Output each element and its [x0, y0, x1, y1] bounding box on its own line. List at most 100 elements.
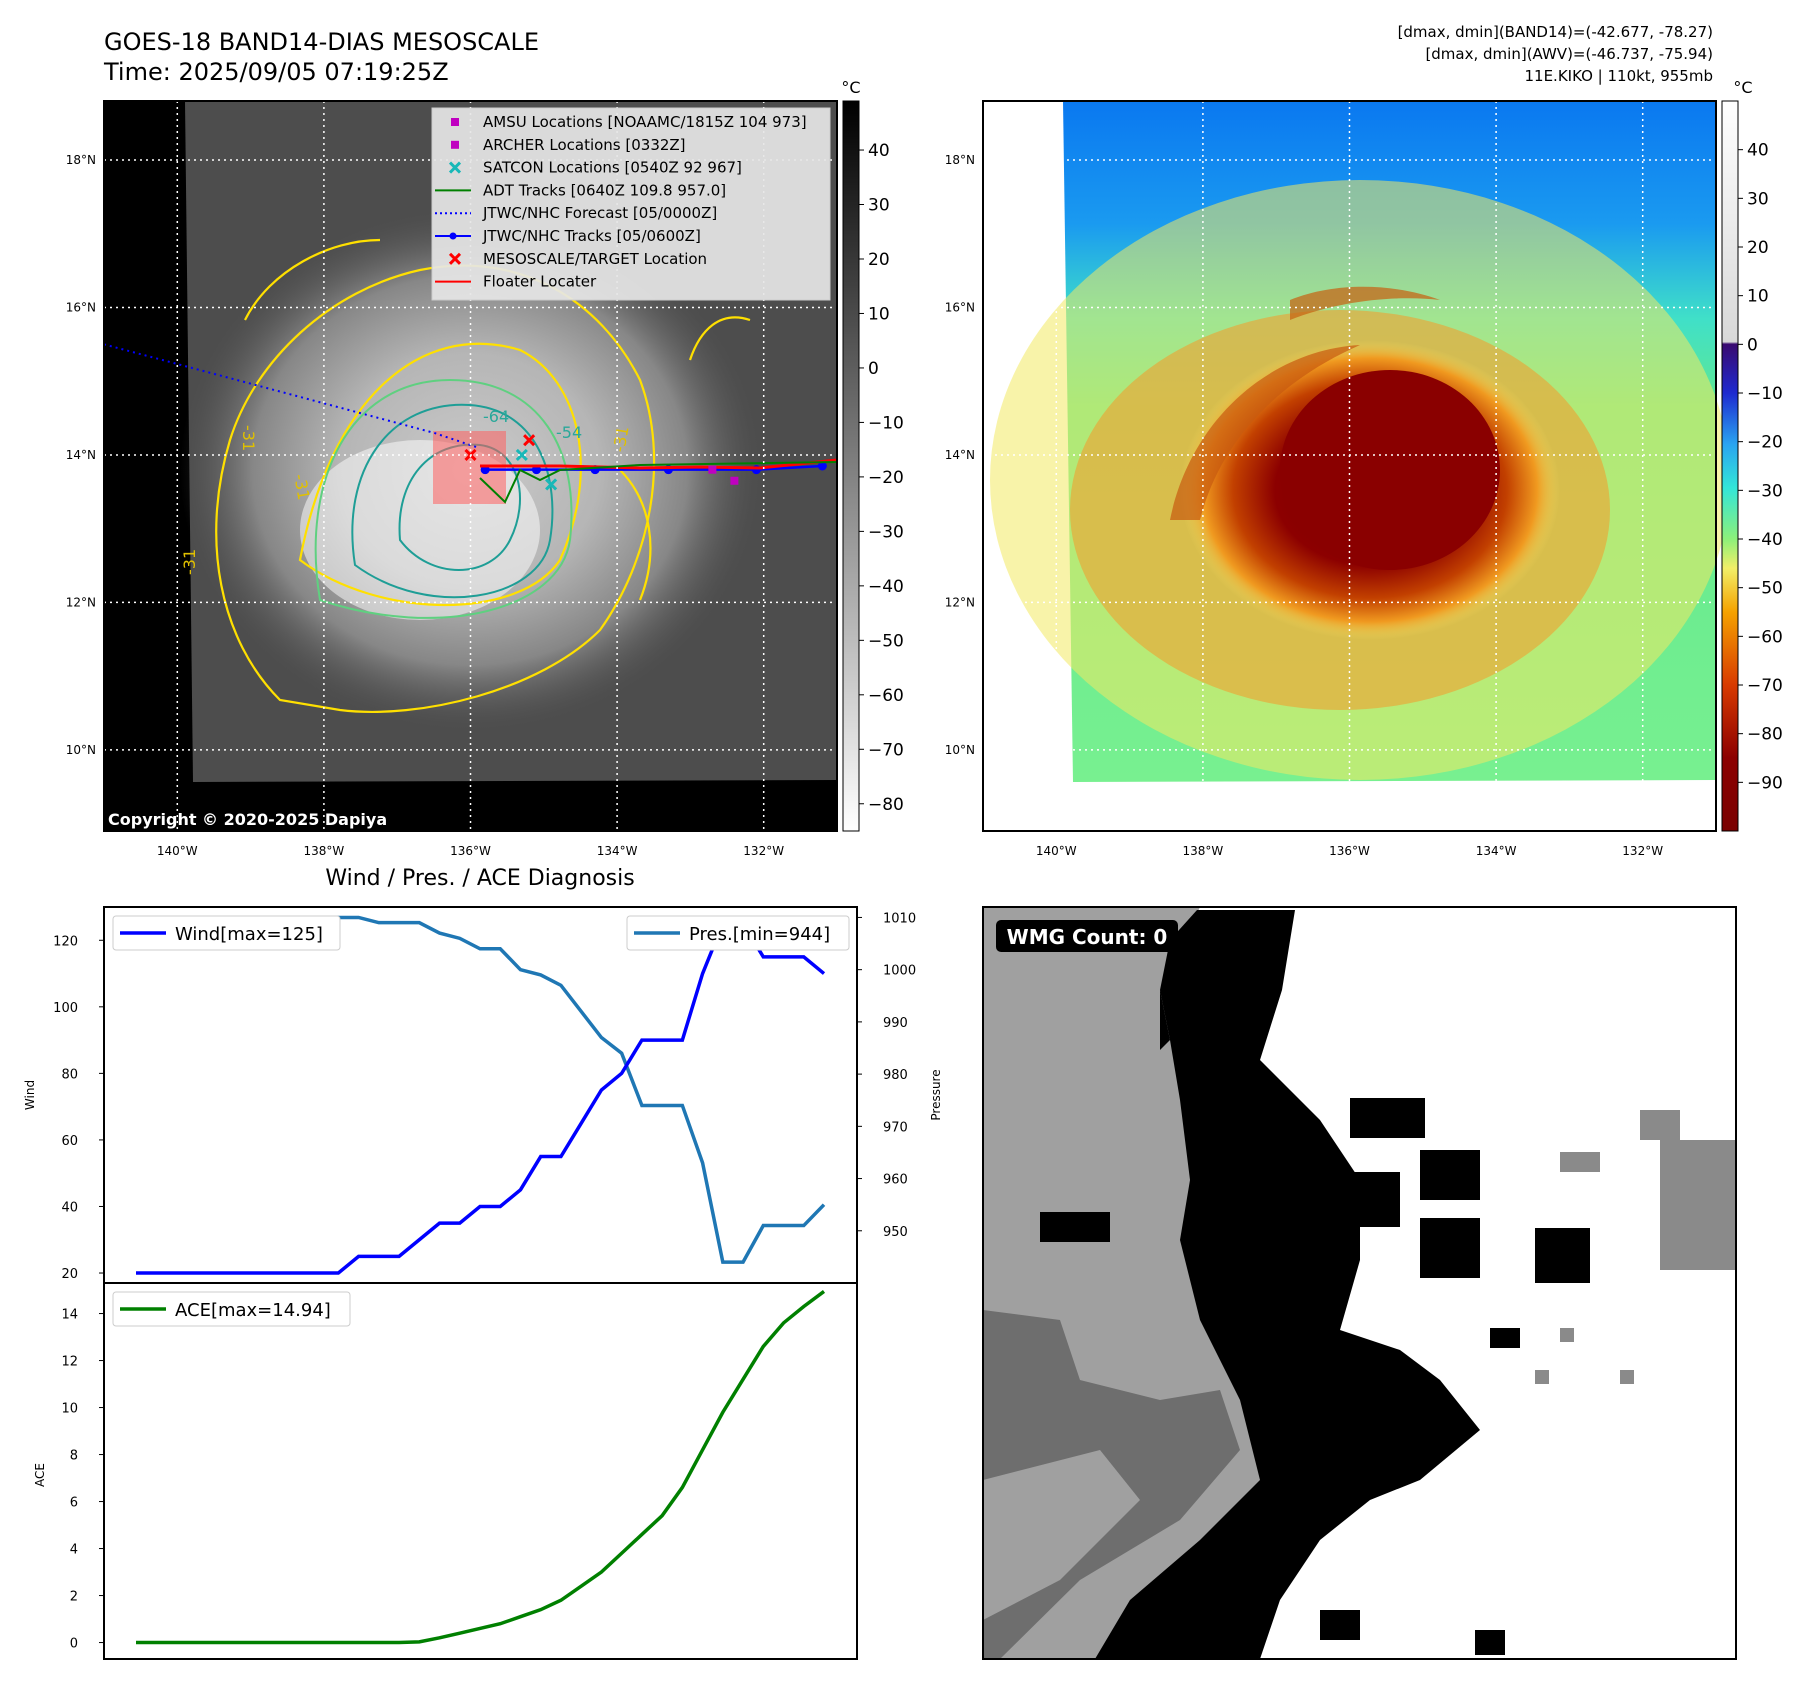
stats-line-1: [dmax, dmin](BAND14)=(-42.677, -78.27) — [1398, 23, 1713, 41]
stats-line-2: [dmax, dmin](AWV)=(-46.737, -75.94) — [1425, 45, 1713, 63]
amsu-marker — [708, 465, 717, 474]
amsu-marker — [730, 476, 739, 485]
contour-label: -31 — [290, 472, 313, 501]
ace-ytick-label: 14 — [61, 1308, 78, 1323]
right-colorbar: °C 40 30 20 10 0 −10 −20 −30 −40 −50 −60 −70 −80 −90 — [1721, 78, 1783, 832]
colorbar-tick-label: −30 — [1747, 481, 1783, 501]
lon-tick-label: 136°W — [1329, 844, 1370, 858]
lon-tick-label: 140°W — [1036, 844, 1077, 858]
wind-legend: Wind[max=125] — [112, 915, 341, 951]
wind-ytick-label: 40 — [61, 1200, 78, 1215]
colorbar-tick-label: −10 — [868, 413, 904, 433]
colorbar-tick-label: 20 — [868, 250, 890, 270]
ace-ytick-label: 8 — [70, 1449, 78, 1464]
legend-label: JTWC/NHC Forecast [05/0000Z] — [482, 204, 717, 222]
wind-ylabel: Wind — [23, 1080, 37, 1110]
colorbar-tick-label: 30 — [868, 196, 890, 216]
ace-ytick-label: 0 — [70, 1637, 78, 1652]
contour-label: -31 — [239, 425, 258, 451]
ace-ytick-label: 2 — [70, 1590, 78, 1605]
lon-tick-label: 136°W — [450, 844, 491, 858]
colorbar-tick-label: 20 — [1747, 238, 1769, 258]
satcon-markers — [515, 448, 558, 491]
lat-tick-label: 16°N — [66, 300, 96, 314]
ace-legend: ACE[max=14.94] — [112, 1291, 351, 1327]
pressure-ytick-label: 1010 — [883, 911, 916, 926]
pressure-ytick-label: 950 — [883, 1225, 908, 1240]
lat-tick-label: 10°N — [66, 743, 96, 757]
legend-label: JTWC/NHC Tracks [05/0600Z] — [482, 227, 701, 245]
legend-swatch — [451, 118, 459, 126]
stats-line-3: 11E.KIKO | 110kt, 955mb — [1524, 67, 1713, 85]
pressure-ytick-label: 970 — [883, 1120, 908, 1135]
ace-ytick-label: 4 — [70, 1543, 78, 1558]
colorbar-tick-label: −50 — [1747, 579, 1783, 599]
ace-series-line — [136, 1290, 826, 1645]
pressure-ytick-label: 990 — [883, 1016, 908, 1031]
left-colorbar: °C 40 30 20 10 0 −10 −20 −30 −40 −50 −60 −70 −80 — [841, 78, 904, 832]
legend-label: ARCHER Locations [0332Z] — [483, 136, 686, 154]
colorbar-tick-label: −70 — [868, 740, 904, 760]
legend-entry: Floater Locater — [435, 273, 597, 291]
wmg-count-label: WMG Count: 0 — [1007, 925, 1168, 949]
colorbar-tick-label: 30 — [1747, 189, 1769, 209]
adt-track — [479, 461, 838, 504]
lat-tick-label: 10°N — [945, 743, 975, 757]
wind-legend-label: Wind[max=125] — [175, 924, 323, 945]
legend-entry: SATCON Locations [0540Z 92 967] — [448, 159, 742, 177]
target-marker — [523, 434, 536, 447]
lon-tick-label: 132°W — [1622, 844, 1663, 858]
colorbar-tick-label: 0 — [1747, 335, 1758, 355]
pressure-ytick-label: 1000 — [883, 964, 916, 979]
left-map-panel: -64 -54 -31 -31 -31 -31 AMSU Locations [… — [66, 100, 838, 858]
colorbar-tick-label: 10 — [1747, 287, 1769, 307]
wind-ytick-label: 60 — [61, 1134, 78, 1149]
wind-ytick-label: 80 — [61, 1067, 78, 1082]
legend-swatch-dot — [449, 232, 457, 240]
legend-label: SATCON Locations [0540Z 92 967] — [483, 159, 742, 177]
ace-ylabel: ACE — [33, 1463, 47, 1487]
ace-ytick-label: 6 — [70, 1496, 78, 1511]
pressure-legend: Pres.[min=944] — [626, 915, 850, 951]
legend-entry: MESOSCALE/TARGET Location — [448, 250, 707, 268]
colorbar-tick-label: −70 — [1747, 676, 1783, 696]
wind-series-line — [136, 921, 826, 1275]
ace-chart: ACE 0 2 4 6 8 10 12 14 ACE[max=14.94] — [33, 1282, 858, 1660]
lat-tick-label: 12°N — [945, 595, 975, 609]
colorbar-tick-label: −60 — [868, 686, 904, 706]
satcon-marker — [545, 478, 558, 491]
lat-tick-label: 16°N — [945, 300, 975, 314]
right-colorbar-unit: °C — [1733, 78, 1752, 97]
colorbar-tick-label: −50 — [868, 631, 904, 651]
lat-tick-label: 12°N — [66, 595, 96, 609]
lon-tick-label: 138°W — [1183, 844, 1224, 858]
wind-pressure-chart: Wind Pressure 20 40 60 80 100 120 950 960 970 98… — [23, 906, 943, 1284]
legend-label: ADT Tracks [0640Z 109.8 957.0] — [483, 181, 726, 199]
lon-tick-label: 134°W — [597, 844, 638, 858]
wind-ytick-label: 120 — [53, 934, 78, 949]
lat-tick-label: 18°N — [945, 153, 975, 167]
pressure-ytick-label: 980 — [883, 1068, 908, 1083]
colorbar-tick-label: −40 — [1747, 530, 1783, 550]
right-map-panel: 18°N 16°N 14°N 12°N 10°N 140°W 138°W 136°W 134°… — [945, 100, 1730, 858]
satcon-marker — [515, 448, 528, 462]
colorbar-tick-label: 40 — [1747, 141, 1769, 161]
legend-entry: ARCHER Locations [0332Z] — [451, 136, 686, 154]
jtwc-forecast-line — [103, 343, 479, 449]
floater-track — [480, 458, 838, 470]
legend-label: Floater Locater — [483, 273, 597, 291]
legend-swatch — [448, 161, 462, 174]
colorbar-tick-label: −20 — [1747, 433, 1783, 453]
legend-entry: JTWC/NHC Forecast [05/0000Z] — [435, 204, 717, 222]
colorbar-tick-label: −90 — [1747, 773, 1783, 793]
colorbar-tick-label: −10 — [1747, 384, 1783, 404]
lon-tick-label: 138°W — [304, 844, 345, 858]
wind-ytick-label: 20 — [61, 1267, 78, 1282]
legend-swatch — [448, 252, 462, 265]
ace-ytick-label: 12 — [61, 1355, 78, 1370]
pressure-ytick-label: 960 — [883, 1173, 908, 1188]
contour-label: -54 — [556, 423, 582, 442]
lon-tick-label: 134°W — [1476, 844, 1517, 858]
wind-ytick-label: 100 — [53, 1001, 78, 1016]
